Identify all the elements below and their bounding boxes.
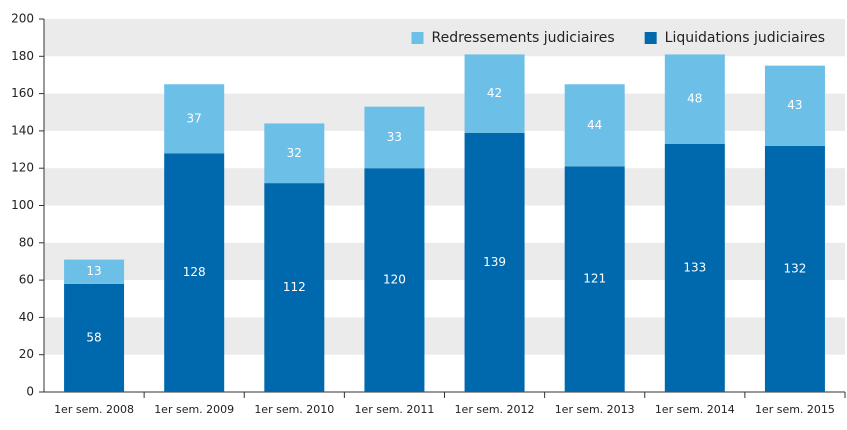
- legend-label: Liquidations judiciaires: [665, 30, 825, 46]
- y-tick-label: 60: [19, 273, 34, 287]
- grid-band: [44, 317, 845, 355]
- bar-segment: [764, 145, 825, 392]
- data-label: 48: [687, 92, 702, 106]
- y-tick-label: 140: [11, 123, 34, 137]
- x-tick-label: 1er sem. 2010: [254, 403, 334, 416]
- grid-band: [44, 93, 845, 131]
- x-tick-label: 1er sem. 2008: [54, 403, 134, 416]
- bar-segment: [564, 166, 625, 392]
- y-tick-label: 180: [11, 49, 34, 63]
- legend-swatch: [411, 32, 424, 44]
- y-tick-label: 100: [11, 198, 34, 212]
- bar-segment: [64, 283, 125, 392]
- y-tick-label: 40: [19, 310, 34, 324]
- bar-segment: [464, 54, 525, 133]
- grid-band: [44, 242, 845, 281]
- bar-segment: [164, 84, 225, 154]
- bar-segment: [464, 132, 525, 392]
- legend-label: Redressements judiciaires: [432, 30, 615, 46]
- bar-segment: [564, 84, 625, 167]
- data-label: 33: [387, 130, 402, 144]
- data-label: 139: [483, 255, 506, 269]
- grid-band: [44, 19, 845, 57]
- data-label: 43: [787, 98, 802, 112]
- data-label: 44: [587, 118, 602, 132]
- x-tick-label: 1er sem. 2011: [354, 403, 434, 416]
- bar-segment: [664, 54, 725, 144]
- data-label: 112: [283, 280, 306, 294]
- bar-segment: [264, 183, 325, 392]
- data-label: 58: [86, 330, 101, 344]
- data-label: 42: [487, 86, 502, 100]
- bar-segment: [164, 153, 225, 392]
- data-label: 13: [86, 264, 101, 278]
- x-tick-label: 1er sem. 2014: [655, 403, 735, 416]
- data-label: 132: [783, 261, 806, 275]
- x-tick-label: 1er sem. 2015: [755, 403, 835, 416]
- y-tick-label: 20: [19, 347, 34, 361]
- bar-segment: [364, 168, 425, 392]
- legend-swatch: [644, 32, 657, 44]
- data-label: 37: [187, 111, 202, 125]
- x-tick-label: 1er sem. 2012: [455, 403, 535, 416]
- bar-segment: [64, 259, 125, 284]
- bar-segment: [664, 143, 725, 392]
- x-tick-label: 1er sem. 2013: [555, 403, 635, 416]
- data-label: 133: [683, 260, 706, 274]
- y-tick-label: 80: [19, 235, 34, 249]
- y-tick-label: 120: [11, 161, 34, 175]
- bar-segment: [264, 123, 325, 184]
- data-label: 128: [183, 265, 206, 279]
- data-label: 32: [287, 146, 302, 160]
- bar-segment: [364, 106, 425, 169]
- data-label: 121: [583, 272, 606, 286]
- x-tick-label: 1er sem. 2009: [154, 403, 234, 416]
- bar-segment: [764, 65, 825, 146]
- grid-band: [44, 168, 845, 206]
- y-tick-label: 0: [26, 385, 34, 399]
- y-tick-label: 200: [11, 12, 34, 26]
- y-tick-label: 160: [11, 86, 34, 100]
- data-label: 120: [383, 273, 406, 287]
